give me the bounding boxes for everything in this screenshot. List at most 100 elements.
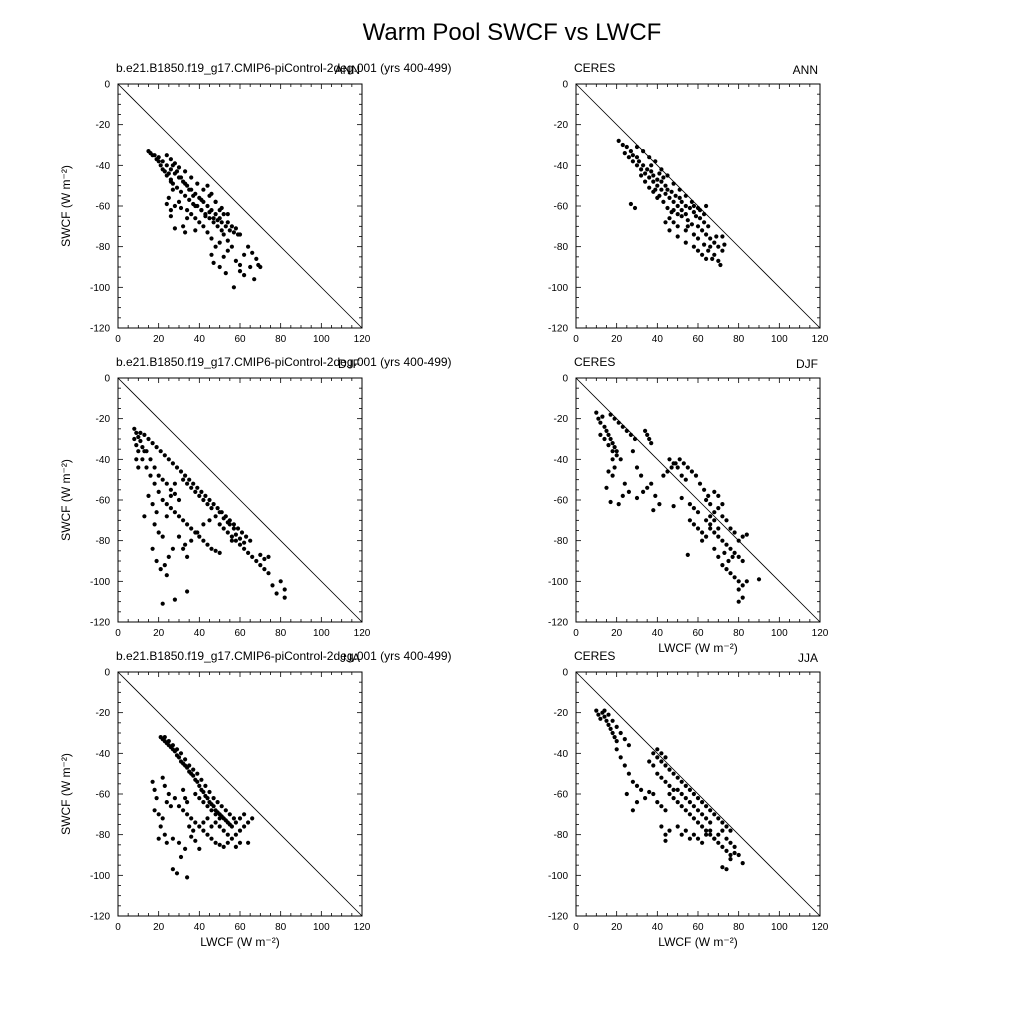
- data-point: [606, 469, 611, 474]
- data-point: [740, 583, 745, 588]
- data-point: [176, 514, 182, 519]
- y-tick-label: -80: [96, 830, 111, 841]
- data-point: [612, 445, 617, 450]
- data-point: [270, 583, 275, 588]
- data-point: [160, 497, 165, 503]
- data-point: [244, 534, 249, 539]
- data-point: [630, 449, 636, 454]
- data-point: [262, 556, 267, 562]
- data-point: [704, 518, 709, 523]
- data-point: [178, 469, 184, 474]
- y-tick-label: -120: [90, 912, 110, 923]
- data-point: [647, 789, 652, 795]
- reference-line: [117, 377, 363, 623]
- data-point: [630, 159, 636, 164]
- data-point: [624, 791, 629, 797]
- panel-left-label: CERES: [574, 649, 615, 663]
- data-point: [152, 465, 157, 470]
- data-point: [728, 571, 733, 576]
- data-point: [189, 816, 194, 821]
- data-point: [191, 481, 196, 486]
- panel-season-label: ANN: [793, 63, 818, 77]
- data-point: [166, 457, 171, 462]
- x-tick-label: 80: [733, 334, 745, 345]
- data-point: [201, 187, 206, 192]
- data-point: [624, 144, 629, 150]
- data-point: [237, 816, 243, 821]
- data-point: [215, 800, 220, 805]
- data-point: [679, 804, 684, 809]
- data-point: [193, 228, 198, 233]
- data-point: [740, 558, 745, 564]
- data-point: [724, 867, 729, 872]
- x-tick-label: 20: [611, 334, 623, 345]
- data-point: [197, 783, 202, 789]
- data-point: [639, 473, 644, 478]
- data-point: [724, 848, 729, 854]
- data-point: [659, 775, 664, 780]
- panel-1: 0 20 40 60 80 100 120 0 -20 -40 -60 -80 -100 -120 b.e2…: [59, 61, 452, 345]
- data-point: [634, 163, 640, 168]
- data-point: [614, 724, 619, 730]
- data-point: [712, 510, 717, 515]
- data-point: [616, 420, 621, 425]
- data-point: [211, 216, 216, 221]
- data-point: [712, 836, 717, 841]
- data-point: [679, 199, 684, 204]
- data-point: [724, 824, 729, 829]
- data-point: [687, 502, 693, 507]
- data-point: [227, 228, 232, 233]
- y-tick-label: -20: [96, 120, 111, 131]
- data-point: [168, 157, 173, 162]
- data-point: [136, 465, 141, 470]
- data-point: [610, 730, 615, 736]
- data-point: [663, 838, 668, 843]
- data-point: [720, 844, 725, 850]
- data-point: [639, 787, 644, 793]
- data-point: [183, 193, 188, 198]
- panel-6: 0 20 40 60 80 100 120 0 -20 -40 -60 -80 -100 -120 CERE…: [548, 649, 829, 949]
- data-point: [164, 163, 169, 168]
- data-point: [612, 416, 617, 421]
- data-point: [740, 861, 745, 866]
- y-tick-label: -100: [90, 871, 110, 882]
- data-point: [187, 197, 192, 202]
- data-point: [712, 546, 717, 551]
- x-tick-label: 80: [275, 922, 287, 933]
- data-point: [665, 187, 670, 192]
- data-point: [671, 771, 676, 776]
- data-point: [720, 820, 725, 825]
- data-point: [164, 840, 169, 845]
- data-point: [645, 167, 650, 172]
- data-point: [142, 432, 147, 437]
- data-point: [282, 587, 287, 592]
- data-point: [242, 546, 247, 551]
- data-point: [695, 820, 701, 825]
- y-tick-label: -80: [96, 536, 111, 547]
- data-point: [176, 534, 182, 539]
- data-point: [614, 453, 619, 458]
- data-point: [225, 832, 230, 837]
- data-point: [706, 493, 711, 498]
- data-point: [630, 779, 636, 784]
- data-point: [685, 224, 690, 229]
- data-point: [193, 489, 198, 494]
- data-point: [164, 800, 169, 805]
- data-point: [170, 546, 175, 551]
- x-tick-label: 100: [313, 334, 330, 345]
- data-point: [685, 218, 690, 223]
- data-point: [213, 820, 218, 825]
- data-point: [211, 260, 216, 265]
- data-point: [610, 457, 615, 462]
- data-point: [671, 208, 676, 213]
- data-point: [708, 236, 713, 241]
- data-point: [187, 187, 192, 192]
- data-point: [683, 477, 688, 482]
- data-point: [162, 735, 167, 740]
- data-point: [183, 846, 188, 852]
- data-point: [164, 201, 169, 207]
- data-point: [689, 199, 695, 204]
- data-point: [687, 812, 693, 817]
- data-point: [704, 203, 709, 209]
- data-point: [221, 254, 226, 259]
